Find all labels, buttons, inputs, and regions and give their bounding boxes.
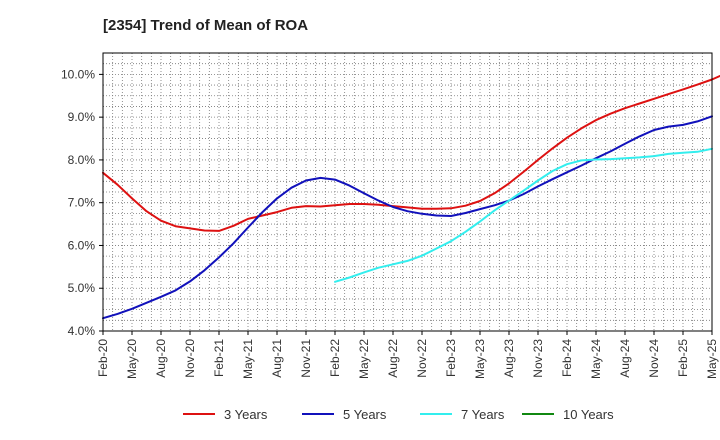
x-tick-label: Nov-21 [299, 339, 313, 378]
x-tick-label: Aug-23 [502, 339, 516, 378]
y-tick-label: 7.0% [68, 196, 96, 210]
series-line-5-years [102, 115, 713, 320]
x-tick-label: Aug-22 [386, 339, 400, 378]
x-tick-label: Nov-24 [647, 339, 661, 378]
grid-lines [103, 53, 712, 331]
chart-title: [2354] Trend of Mean of ROA [103, 17, 308, 34]
y-tick-label: 10.0% [61, 67, 95, 81]
x-tick-label: Feb-25 [676, 339, 690, 377]
x-tick-label: May-25 [705, 339, 719, 379]
legend: 3 Years 5 Years 7 Years 10 Years [183, 407, 614, 422]
x-tick-label: May-24 [589, 339, 603, 379]
x-tick-label: Feb-22 [328, 339, 342, 377]
series-lines [102, 74, 720, 320]
x-tick-label: Nov-23 [531, 339, 545, 378]
y-tick-label: 9.0% [68, 110, 96, 124]
plot-frame [102, 52, 713, 332]
x-tick-label: Aug-20 [154, 339, 168, 378]
series-line-3-years [102, 74, 720, 232]
legend-label: 10 Years [563, 407, 614, 422]
y-axis: 4.0% 5.0% 6.0% 7.0% 8.0% 9.0% 10.0% [61, 67, 103, 338]
y-tick-label: 6.0% [68, 238, 96, 252]
x-tick-label: Aug-24 [618, 339, 632, 378]
x-tick-label: May-20 [125, 339, 139, 379]
x-tick-label: May-22 [357, 339, 371, 379]
x-tick-label: Nov-20 [183, 339, 197, 378]
x-tick-label: May-23 [473, 339, 487, 379]
legend-label: 3 Years [224, 407, 268, 422]
y-tick-label: 8.0% [68, 153, 96, 167]
x-tick-label: Feb-23 [444, 339, 458, 377]
x-tick-label: May-21 [241, 339, 255, 379]
y-tick-label: 5.0% [68, 281, 96, 295]
x-tick-label: Aug-21 [270, 339, 284, 378]
legend-label: 5 Years [343, 407, 387, 422]
x-tick-label: Feb-21 [212, 339, 226, 377]
plot-area [102, 52, 713, 332]
x-tick-label: Nov-22 [415, 339, 429, 378]
series-line-7-years [334, 147, 713, 283]
y-tick-label: 4.0% [68, 324, 96, 338]
x-axis: Feb-20 May-20 Aug-20 Nov-20 Feb-21 May-21 Aug-… [96, 331, 719, 379]
x-tick-label: Feb-20 [96, 339, 110, 377]
x-tick-label: Feb-24 [560, 339, 574, 377]
legend-label: 7 Years [461, 407, 505, 422]
